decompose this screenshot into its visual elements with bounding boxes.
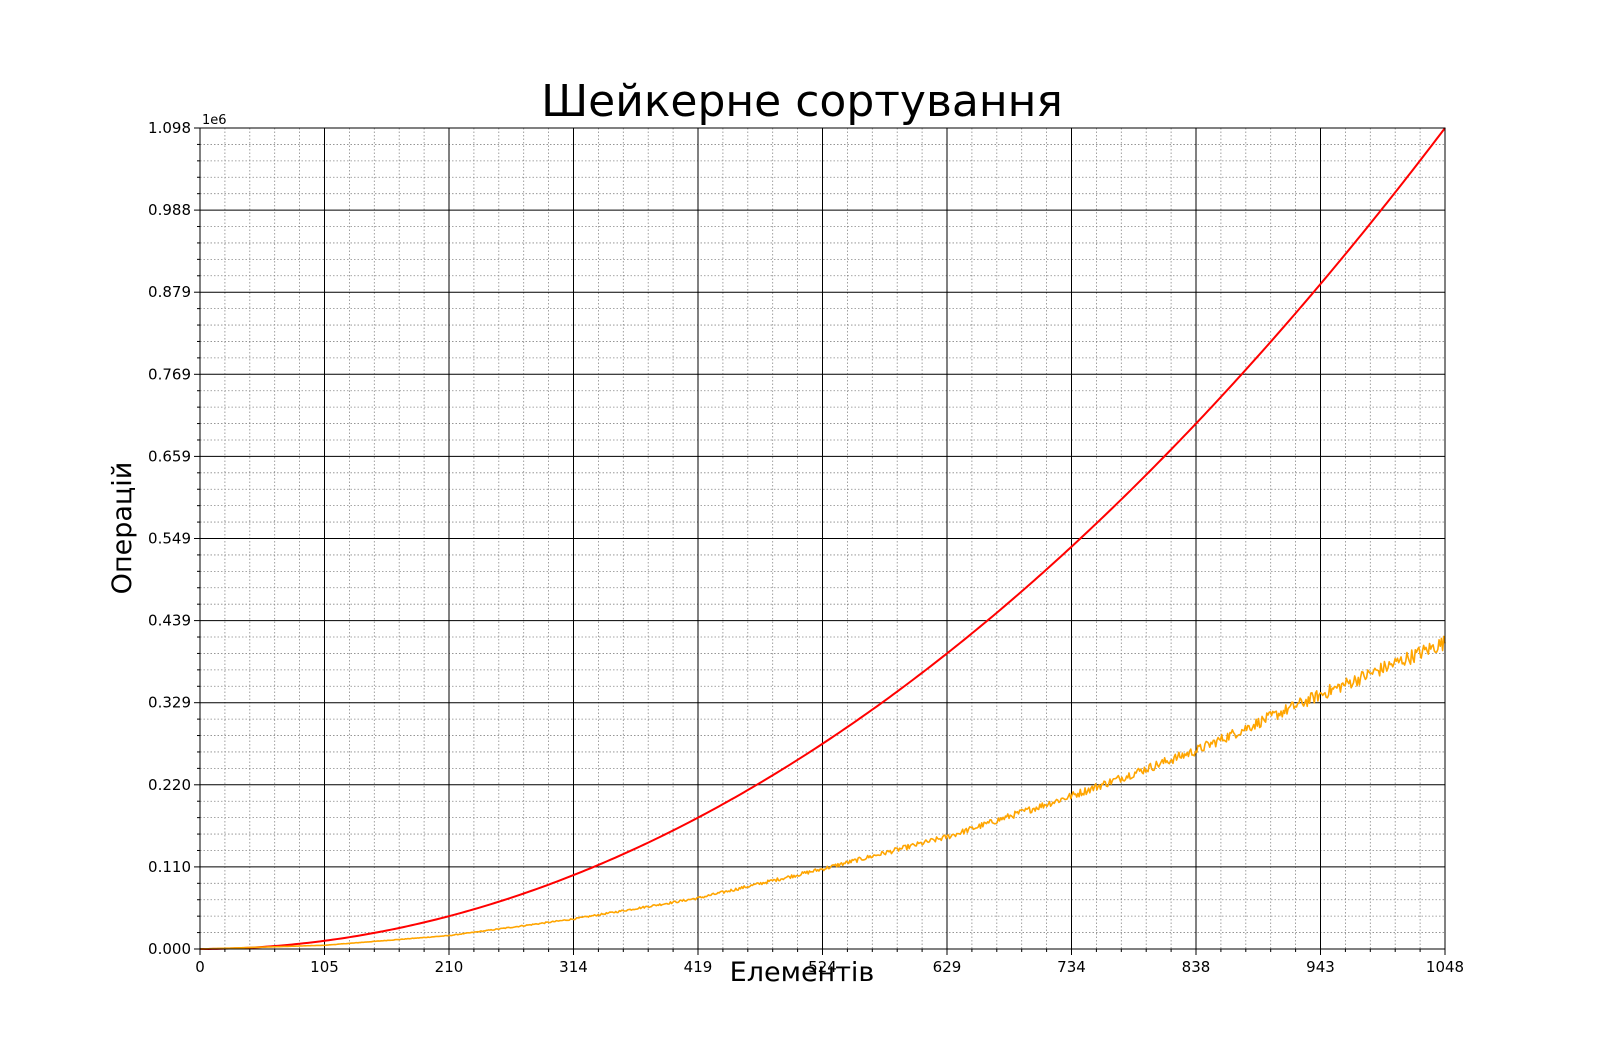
x-tick-label: 629 — [933, 958, 962, 976]
y-tick-label: 0.220 — [148, 776, 191, 794]
x-tick-label: 419 — [684, 958, 713, 976]
series-line-2 — [199, 635, 1446, 950]
y-tick-labels: 0.000 0.110 0.220 0.329 0.439 0.549 0.659 0.769… — [148, 119, 191, 958]
y-tick-label: 0.879 — [148, 283, 191, 301]
major-grid — [199, 127, 1446, 950]
x-tick-label: 734 — [1057, 958, 1086, 976]
x-tick-label: 1048 — [1426, 958, 1464, 976]
x-tick-label: 314 — [559, 958, 588, 976]
y-tick-label: 0.659 — [148, 447, 191, 465]
tick-marks — [194, 127, 1446, 955]
x-tick-label: 0 — [195, 958, 205, 976]
y-tick-label: 1.098 — [148, 119, 191, 137]
y-tick-label: 0.000 — [148, 940, 191, 958]
y-tick-label: 0.988 — [148, 201, 191, 219]
y-tick-label: 0.439 — [148, 612, 191, 630]
chart-title: Шейкерне сортування — [541, 76, 1063, 127]
y-tick-label: 0.549 — [148, 530, 191, 548]
series-layer — [199, 127, 1446, 950]
x-tick-label: 105 — [310, 958, 339, 976]
x-tick-label: 210 — [435, 958, 464, 976]
x-tick-label: 524 — [808, 958, 837, 976]
y-axis-label: Операцій — [107, 462, 138, 595]
x-axis-label: Елементів — [730, 957, 875, 988]
x-tick-label: 838 — [1182, 958, 1211, 976]
x-tick-labels: 0 105 210 314 419 524 629 734 838 943 1048 — [195, 958, 1464, 976]
x-tick-label: 943 — [1306, 958, 1335, 976]
y-tick-label: 0.110 — [148, 858, 191, 876]
y-offset-label: 1e6 — [202, 113, 227, 128]
y-tick-label: 0.769 — [148, 365, 191, 383]
y-tick-label: 0.329 — [148, 694, 191, 712]
series-line-1 — [199, 127, 1446, 950]
